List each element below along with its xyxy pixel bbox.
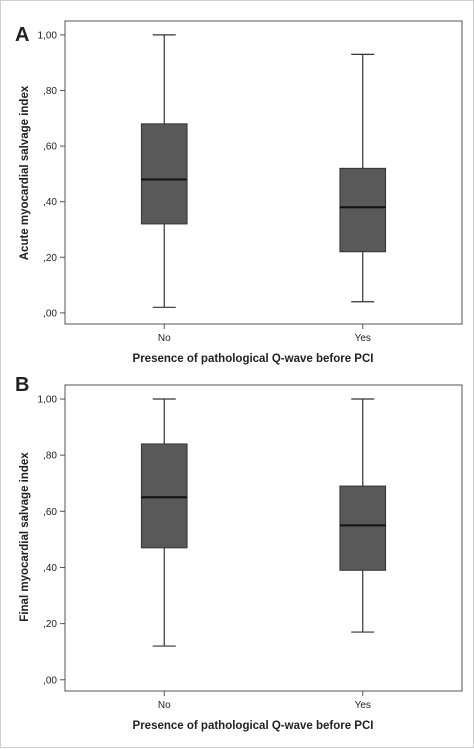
y-tick-label-b-1: ,80 xyxy=(43,451,57,462)
iqr-box xyxy=(339,485,387,571)
panel-a: A 1,00 ,80 ,60 ,40 ,20 ,00 No Yes Presence of … xyxy=(15,20,463,365)
y-axis-a: 1,00 ,80 ,60 ,40 ,20 ,00 xyxy=(38,30,65,319)
iqr-box xyxy=(339,167,387,253)
panel-b: B 1,00 ,80 ,60 ,40 ,20 ,00 No Yes Presence of … xyxy=(15,374,463,732)
y-tick-label-a-4: ,20 xyxy=(43,253,57,264)
y-axis-b: 1,00 ,80 ,60 ,40 ,20 ,00 xyxy=(38,395,65,686)
box-a-no xyxy=(140,34,188,308)
panel-letter-b: B xyxy=(15,374,29,396)
x-tick-label-b-1: Yes xyxy=(355,700,371,711)
y-tick-label-a-1: ,80 xyxy=(43,86,57,97)
iqr-box xyxy=(140,123,188,225)
x-axis-a: No Yes xyxy=(158,324,371,344)
y-tick-label-a-0: 1,00 xyxy=(38,30,58,41)
x-tick-label-a-0: No xyxy=(158,333,171,344)
y-tick-label-b-3: ,40 xyxy=(43,563,57,574)
y-tick-label-b-4: ,20 xyxy=(43,619,57,630)
iqr-box xyxy=(140,443,188,549)
y-axis-title-a: Acute myocardial salvage index xyxy=(19,85,31,260)
y-axis-title-b: Final myocardial salvage index xyxy=(19,452,31,622)
boxes-b xyxy=(140,398,387,647)
plot-area-b xyxy=(64,384,463,692)
y-tick-label-b-5: ,00 xyxy=(43,675,57,686)
plot-area-a xyxy=(64,20,463,325)
y-tick-label-a-5: ,00 xyxy=(43,308,57,319)
boxes-a xyxy=(140,34,387,308)
x-axis-title-b: Presence of pathological Q-wave before P… xyxy=(133,720,374,732)
x-tick-label-a-1: Yes xyxy=(355,333,371,344)
box-b-yes xyxy=(339,398,387,633)
x-tick-label-b-0: No xyxy=(158,700,171,711)
y-tick-label-a-3: ,40 xyxy=(43,197,57,208)
box-b-no xyxy=(140,398,188,647)
y-tick-label-a-2: ,60 xyxy=(43,142,57,153)
box-a-yes xyxy=(339,53,387,303)
x-axis-b: No Yes xyxy=(158,691,371,711)
y-tick-label-b-2: ,60 xyxy=(43,507,57,518)
y-tick-label-b-0: 1,00 xyxy=(38,395,58,406)
panel-letter-a: A xyxy=(15,24,29,46)
x-axis-title-a: Presence of pathological Q-wave before P… xyxy=(133,353,374,365)
